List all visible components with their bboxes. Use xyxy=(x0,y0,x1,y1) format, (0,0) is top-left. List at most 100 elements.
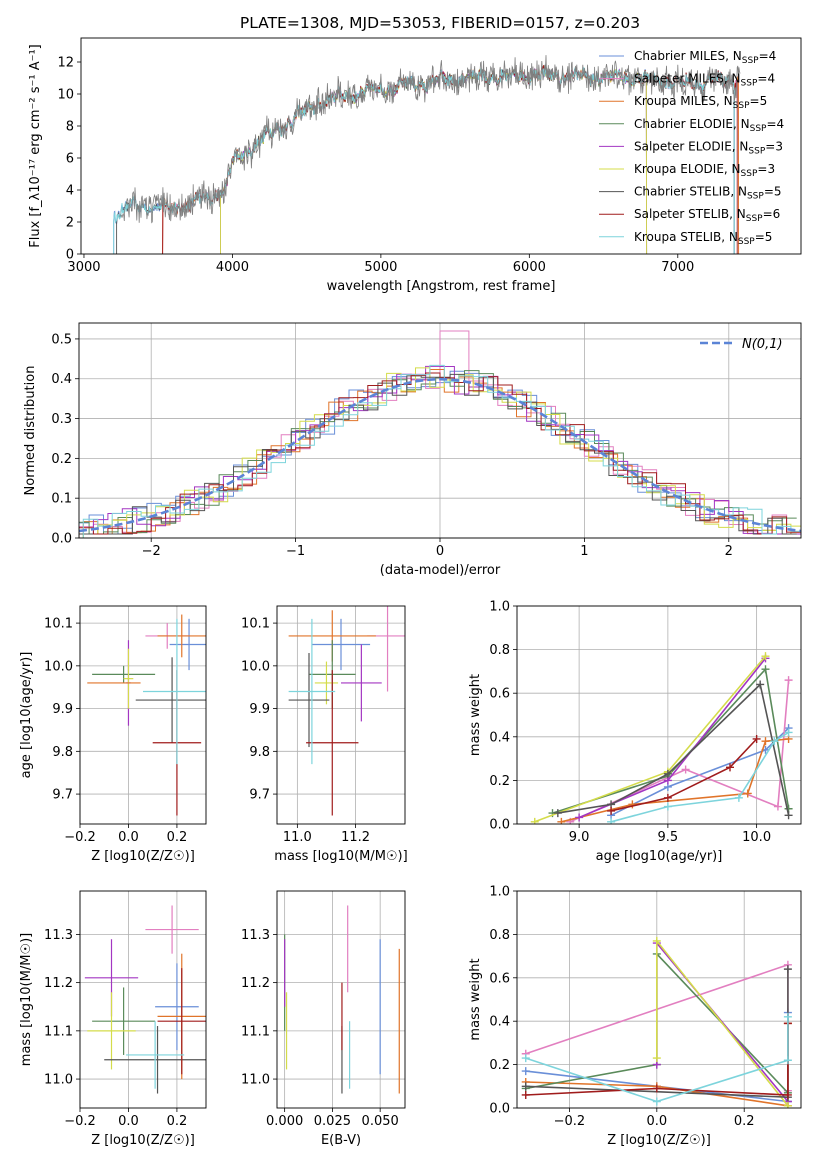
y-tick-label: 0.0 xyxy=(489,1102,510,1117)
x-tick-label: 7000 xyxy=(661,260,694,275)
x-tick-label: 5000 xyxy=(364,260,397,275)
legend-label-sub: SSP xyxy=(746,214,763,224)
series-marker xyxy=(743,789,752,798)
series-marker xyxy=(607,806,616,815)
histogram-outline xyxy=(79,365,801,538)
x-tick-label: 0.050 xyxy=(362,1114,399,1129)
mass-vs-ebv-axes-marks xyxy=(284,905,400,1094)
legend-label-tail: =5 xyxy=(755,230,773,244)
series-marker xyxy=(652,1084,661,1093)
x-tick-label: 0.0 xyxy=(118,1114,139,1129)
legend-label-text: Salpeter MILES, N xyxy=(634,72,741,86)
legend-label-tail: =6 xyxy=(763,207,781,221)
x-axis-label: E(B-V) xyxy=(321,1133,361,1148)
legend-label-sub: SSP xyxy=(747,192,764,202)
x-tick-label: 6000 xyxy=(513,260,546,275)
y-tick-label: 9.8 xyxy=(52,745,73,760)
spectrum-axes-marks xyxy=(113,55,741,254)
residual-axes-marks xyxy=(79,330,801,538)
legend-label-sub: SSP xyxy=(742,56,759,66)
x-tick-label: 11.0 xyxy=(283,830,312,845)
y-tick-label: 0.0 xyxy=(489,818,510,833)
legend-label-sub: SSP xyxy=(741,169,758,179)
y-tick-label: 9.9 xyxy=(52,702,73,717)
series-marker xyxy=(726,763,734,772)
y-tick-label: 11.2 xyxy=(241,976,270,991)
series-marker xyxy=(557,817,566,824)
y-tick-label: 0 xyxy=(66,248,74,263)
axes-frame xyxy=(79,890,207,1109)
mass-vs-ebv-axes: 0.000 0.025 0.050 11.0 11.1 11.2 11.3 E(B-V) xyxy=(241,890,406,1148)
series-marker xyxy=(607,817,616,824)
series-marker xyxy=(521,1067,530,1076)
legend-label-tail: =4 xyxy=(757,72,775,86)
y-tick-label: 0.2 xyxy=(489,1058,510,1073)
x-tick-label: 0.2 xyxy=(167,1114,188,1129)
y-axis-label: mass [log10(M/M☉)] xyxy=(19,933,34,1066)
x-tick-label: 1 xyxy=(580,544,588,559)
y-tick-label: 11.2 xyxy=(44,976,73,991)
legend-label-text: Kroupa STELIB, N xyxy=(634,230,738,244)
legend-label-text: Chabrier STELIB, N xyxy=(634,185,747,199)
x-tick-label: 9.5 xyxy=(658,830,679,845)
x-tick-label: −2 xyxy=(142,544,161,559)
y-axis-label: Normed distribution xyxy=(23,366,38,496)
mass-weight-vs-Z-axes-marks xyxy=(521,936,792,1108)
x-tick-label: −1 xyxy=(286,544,305,559)
residual-axes: −2 −1 0 1 2 0.0 0.1 0.2 0.3 0.4 0.5 (data-model)/er… xyxy=(23,322,802,578)
spectrum-axes: 3000 4000 5000 6000 7000 0 2 4 6 8 10 12 wavelength … xyxy=(28,37,802,294)
legend-label-sub: SSP xyxy=(748,146,765,156)
x-tick-label: 0.0 xyxy=(646,1114,667,1129)
histogram-outline xyxy=(82,364,801,538)
y-axis-label: mass weight xyxy=(468,674,483,756)
y-tick-label: 0.8 xyxy=(489,928,510,943)
series-marker xyxy=(752,734,761,743)
x-tick-label: 2 xyxy=(725,544,733,559)
series-marker xyxy=(553,809,562,818)
y-tick-label: 10 xyxy=(57,88,74,103)
axes-frame xyxy=(516,890,802,1109)
axes-frame xyxy=(78,322,802,539)
legend-label-text: Chabrier ELODIE, N xyxy=(634,117,750,131)
x-axis-label: Z [log10(Z/Z☉)] xyxy=(91,849,195,864)
axes-frame xyxy=(276,605,406,825)
y-tick-label: 8 xyxy=(66,120,74,135)
y-tick-label: 12 xyxy=(57,56,74,71)
series-marker xyxy=(770,737,779,746)
series-line xyxy=(610,738,758,812)
series-marker xyxy=(521,1054,530,1063)
legend-label-sub: SSP xyxy=(733,101,750,111)
legend-label-text: Chabrier MILES, N xyxy=(634,49,742,63)
x-axis-label: Z [log10(Z/Z☉)] xyxy=(91,1133,195,1148)
y-tick-label: 9.7 xyxy=(249,788,270,803)
y-tick-label: 0.5 xyxy=(51,332,72,347)
y-tick-label: 10.0 xyxy=(44,659,73,674)
y-tick-label: 11.0 xyxy=(44,1073,73,1088)
model-spectrum-line xyxy=(220,67,648,254)
histogram-outline xyxy=(82,367,801,538)
series-line xyxy=(610,731,790,823)
legend-label-text: Salpeter ELODIE, N xyxy=(634,139,748,153)
y-tick-label: 1.0 xyxy=(489,600,510,615)
series-marker xyxy=(773,802,782,811)
axes-frame xyxy=(80,37,802,255)
series-marker xyxy=(756,680,765,689)
legend-label-tail: =4 xyxy=(766,117,784,131)
x-tick-label: −0.2 xyxy=(64,830,96,845)
y-tick-label: 2 xyxy=(66,216,74,231)
y-axis-label: mass weight xyxy=(468,958,483,1040)
mass-vs-Z-axes: −0.2 0.0 0.2 11.0 11.1 11.2 11.3 Z [log10(Z/Z☉)… xyxy=(19,890,207,1148)
axes-frame xyxy=(516,605,802,825)
legend-label: Salpeter MILES, NSSP=4 xyxy=(634,72,775,89)
y-tick-label: 11.1 xyxy=(44,1024,73,1039)
series-marker xyxy=(663,793,672,802)
age-vs-mass-axes: 11.0 11.2 9.7 9.8 9.9 10.0 10.1 mass [log10(M/M… xyxy=(241,605,408,864)
legend-label: Chabrier STELIB, NSSP=5 xyxy=(634,185,782,202)
legend-label-tail: =4 xyxy=(759,49,777,63)
x-tick-label: 11.2 xyxy=(341,830,370,845)
age-vs-mass-axes-marks xyxy=(288,606,405,816)
mass-weight-vs-Z-axes: −0.2 0.0 0.2 0.0 0.2 0.4 0.6 0.8 1.0 Z [log10(Z/Z… xyxy=(468,885,802,1148)
series-line xyxy=(534,655,767,823)
series-marker xyxy=(783,965,792,974)
